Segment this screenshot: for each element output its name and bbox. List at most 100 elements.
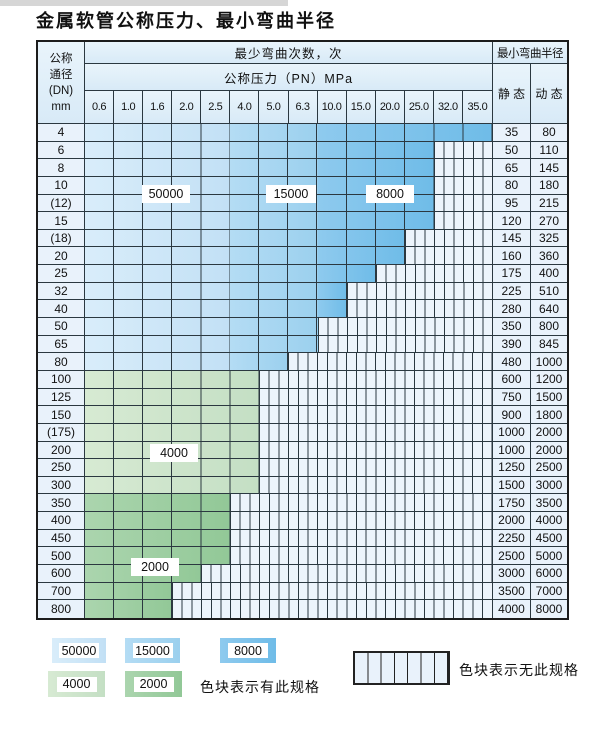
no-spec-region — [259, 476, 492, 494]
table-row: 6 50 110 — [38, 141, 567, 160]
static-value-cell: 1000 — [492, 423, 530, 441]
pressure-cells — [85, 459, 492, 476]
header-dn-line: mm — [51, 100, 71, 113]
table-row: 20 160 360 — [38, 247, 567, 266]
band-8000 — [317, 141, 434, 159]
scan-edge-strip — [0, 0, 288, 6]
no-spec-region — [259, 459, 492, 476]
static-value-cell: 145 — [492, 229, 530, 247]
dn-cell: (18) — [38, 229, 85, 247]
table-row: 100 600 1200 — [38, 370, 567, 389]
dn-cell: 600 — [38, 565, 85, 582]
table-row: 125 750 1500 — [38, 388, 567, 407]
table-row: (175) 1000 2000 — [38, 423, 567, 442]
pressure-cells — [85, 529, 492, 547]
no-spec-region — [172, 600, 492, 618]
pressure-header-cell: 4.0 — [230, 91, 260, 123]
static-value-cell: 4000 — [492, 600, 530, 618]
cycle-count-label: 4000 — [150, 444, 198, 462]
pressure-header-cell: 2.0 — [172, 91, 202, 123]
static-value-cell: 2000 — [492, 512, 530, 529]
pressure-header-cell: 2.5 — [201, 91, 231, 123]
dn-cell: 250 — [38, 459, 85, 476]
dynamic-value-cell: 5000 — [530, 547, 567, 565]
no-spec-region — [259, 423, 492, 441]
header-pressure-values-row: 0.6 1.0 1.6 2.0 2.5 4.0 5.0 6.3 10.0 15.0 20.0 25.0… — [85, 91, 492, 123]
table-row: 8 65 145 — [38, 159, 567, 177]
dynamic-value-cell: 1500 — [530, 388, 567, 406]
no-spec-region — [259, 388, 492, 406]
table-row: 200 1000 2000 — [38, 441, 567, 460]
table-row: 4 35 80 — [38, 124, 567, 142]
dynamic-value-cell: 3500 — [530, 494, 567, 512]
dn-cell: 20 — [38, 247, 85, 265]
header-dynamic: 动 态 — [530, 64, 567, 123]
pressure-cells — [85, 582, 492, 600]
band-4000 — [85, 423, 260, 441]
band-15000 — [230, 247, 318, 265]
dn-cell: 32 — [38, 282, 85, 300]
pressure-cells — [85, 388, 492, 406]
static-value-cell: 480 — [492, 353, 530, 370]
table-row: 25 175 400 — [38, 265, 567, 283]
pressure-cells — [85, 353, 492, 370]
pressure-cells — [85, 600, 492, 618]
table-row: 150 900 1800 — [38, 406, 567, 424]
table-row: 32 225 510 — [38, 282, 567, 301]
header-dn-line: (DN) — [48, 84, 74, 97]
legend-swatch-value: 4000 — [56, 676, 97, 692]
spec-table: 公称 通径 (DN) mm 最少弯曲次数，次 最小弯曲半径 公称压力（PN）MP… — [36, 40, 569, 620]
dynamic-value-cell: 640 — [530, 300, 567, 318]
dn-cell: 6 — [38, 141, 85, 159]
band-50000 — [85, 353, 231, 370]
dn-cell: 300 — [38, 476, 85, 494]
band-15000 — [230, 300, 318, 318]
dynamic-value-cell: 110 — [530, 141, 567, 159]
pressure-cells — [85, 547, 492, 565]
pressure-header-cell: 0.6 — [85, 91, 115, 123]
no-spec-region — [201, 565, 492, 582]
band-50000 — [85, 229, 231, 247]
no-spec-region — [230, 494, 492, 512]
pressure-cells — [85, 406, 492, 423]
dn-cell: (175) — [38, 423, 85, 441]
no-spec-region — [404, 247, 492, 265]
band-50000 — [85, 318, 231, 335]
band-50000 — [85, 124, 231, 141]
band-8000 — [317, 282, 347, 300]
table-header: 公称 通径 (DN) mm 最少弯曲次数，次 最小弯曲半径 公称压力（PN）MP… — [38, 42, 567, 124]
dn-cell: 200 — [38, 441, 85, 459]
band-50000 — [85, 300, 231, 318]
table-row: 400 2000 4000 — [38, 512, 567, 530]
band-4000 — [85, 388, 260, 406]
static-value-cell: 175 — [492, 265, 530, 282]
dynamic-value-cell: 400 — [530, 265, 567, 282]
dynamic-value-cell: 845 — [530, 335, 567, 353]
pressure-cells — [85, 512, 492, 529]
pressure-cells — [85, 212, 492, 229]
no-spec-region — [433, 159, 492, 176]
pressure-cells — [85, 441, 492, 459]
no-spec-region — [317, 318, 492, 335]
dynamic-value-cell: 1000 — [530, 353, 567, 370]
pressure-cells — [85, 229, 492, 247]
no-spec-region — [230, 529, 492, 547]
no-spec-region — [230, 512, 492, 529]
no-spec-region — [433, 176, 492, 194]
static-value-cell: 3500 — [492, 582, 530, 600]
dynamic-value-cell: 215 — [530, 194, 567, 212]
band-8000 — [317, 265, 376, 282]
no-spec-region — [317, 335, 492, 353]
legend-swatch-2000: 2000 — [125, 671, 182, 697]
pressure-cells — [85, 335, 492, 353]
header-nominal-pressure: 公称压力（PN）MPa — [85, 64, 492, 91]
static-value-cell: 280 — [492, 300, 530, 318]
header-static: 静 态 — [492, 64, 530, 123]
static-value-cell: 1750 — [492, 494, 530, 512]
band-50000 — [85, 141, 231, 159]
dynamic-value-cell: 6000 — [530, 565, 567, 582]
band-15000 — [230, 282, 318, 300]
band-4000 — [85, 459, 260, 476]
dn-cell: 700 — [38, 582, 85, 600]
dynamic-value-cell: 510 — [530, 282, 567, 300]
